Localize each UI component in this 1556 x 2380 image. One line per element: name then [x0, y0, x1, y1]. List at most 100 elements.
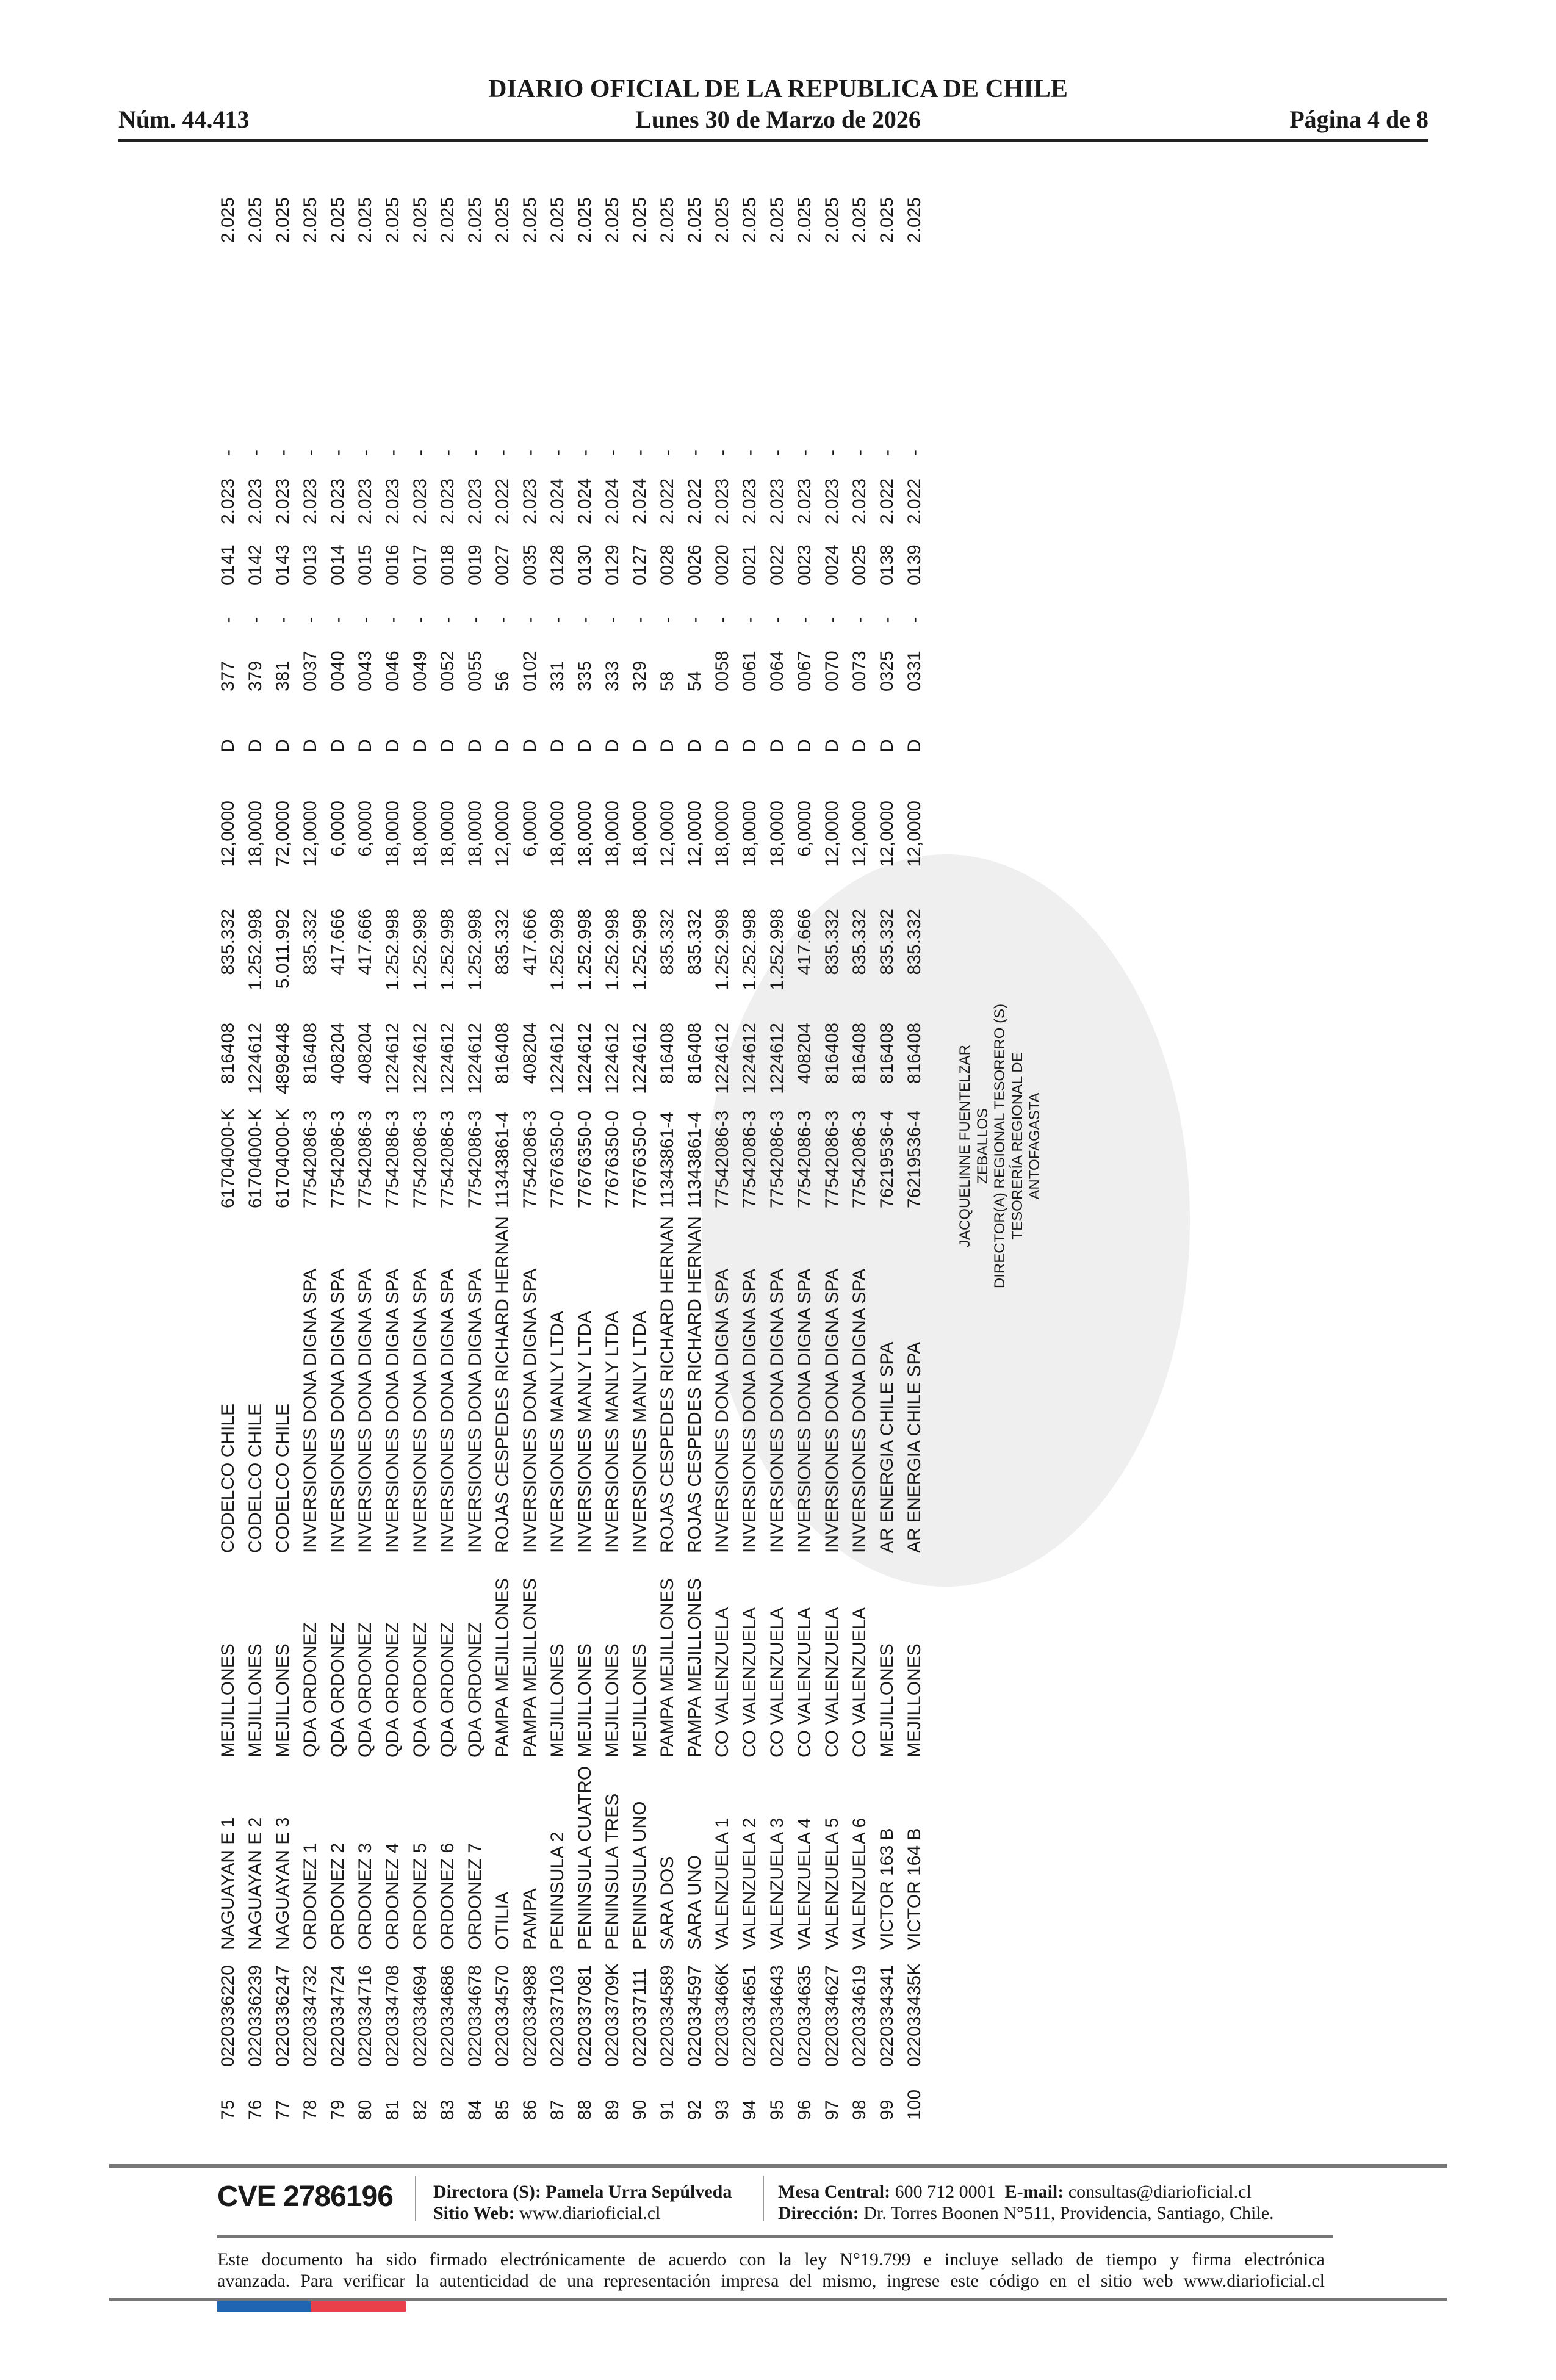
cell-value: 408204 [794, 1023, 815, 1084]
row-number: 77 [273, 2099, 293, 2120]
cell-company: INVERSIONES DONA DIGNA SPA [822, 1268, 842, 1553]
website-link[interactable]: www.diarioficial.cl [519, 2203, 661, 2223]
cell-amount: 1.252.998 [383, 909, 403, 990]
cell-quantity: 12,0000 [492, 801, 513, 867]
cell-year-payment: 2.025 [685, 197, 705, 243]
row-number: 79 [328, 2099, 348, 2120]
email-link[interactable]: consultas@diarioficial.cl [1068, 2182, 1252, 2202]
cell-amount: 1.252.998 [547, 909, 567, 990]
cell-year-payment: 2.025 [849, 197, 870, 243]
cell-ref: 381 [273, 660, 293, 691]
flag-stripe-blue [217, 2301, 311, 2312]
cell-name: ORDONEZ 4 [383, 1842, 403, 1950]
cell-number: 0014 [328, 544, 348, 585]
cell-code: 0220334619 [849, 1965, 870, 2067]
cell-name: PENINSULA TRES [602, 1793, 622, 1950]
cell-year: 2.023 [273, 478, 293, 524]
cell-value: 816408 [849, 1023, 870, 1084]
cell-dash: - [438, 617, 458, 623]
signature-line: ANTOFAGASTA [1026, 1092, 1043, 1200]
director-line: Directora (S): Pamela Urra Sepúlveda [433, 2182, 732, 2202]
cell-code: 0220334597 [685, 1965, 705, 2067]
issue-number: Núm. 44.413 [118, 106, 250, 133]
cell-year: 2.024 [547, 478, 567, 524]
cell-company: CODELCO CHILE [218, 1403, 238, 1553]
cell-type: D [410, 739, 430, 752]
cell-company: INVERSIONES DONA DIGNA SPA [465, 1268, 485, 1553]
cell-name: SARA UNO [685, 1855, 705, 1950]
signature-block: JACQUELINNE FUENTELZAR ZEBALLOS DIRECTOR… [957, 963, 1044, 1329]
flag-stripe-red [311, 2301, 406, 2312]
cell-code: 022033709K [602, 1963, 622, 2067]
cell-dash: - [630, 450, 650, 456]
cell-ref: 56 [492, 671, 513, 691]
cell-name: PAMPA [520, 1888, 540, 1950]
cell-ref: 329 [630, 660, 650, 691]
cell-year-payment: 2.025 [657, 197, 677, 243]
cell-value: 816408 [300, 1023, 320, 1084]
cell-number: 0141 [218, 544, 238, 585]
cell-quantity: 18,0000 [410, 801, 430, 867]
cell-number: 0129 [602, 544, 622, 585]
table-row: 75 0220336220 NAGUAYAN E 1 MEJILLONES CODELC… [214, 183, 242, 2124]
cell-company: INVERSIONES DONA DIGNA SPA [740, 1268, 760, 1553]
cell-type: D [877, 739, 897, 752]
cell-amount: 1.252.998 [575, 909, 595, 990]
cell-company: CODELCO CHILE [273, 1403, 293, 1553]
cell-location: PAMPA MEJILLONES [492, 1578, 513, 1758]
table-row: 82 0220334694 ORDONEZ 5 QDA ORDONEZ INVERSIO… [406, 183, 434, 2124]
cell-company: CODELCO CHILE [245, 1403, 265, 1553]
rotated-data-table: 75 0220336220 NAGUAYAN E 1 MEJILLONES CODELC… [214, 183, 1043, 2124]
cell-dash: - [794, 450, 815, 456]
cell-ref: 0067 [794, 651, 815, 691]
row-number: 81 [383, 2099, 403, 2120]
cell-year-payment: 2.025 [767, 197, 787, 243]
cell-type: D [657, 739, 677, 752]
cve-code: CVE 2786196 [217, 2180, 394, 2213]
cell-dash: - [355, 450, 375, 456]
row-number: 95 [767, 2099, 787, 2120]
cell-quantity: 6,0000 [355, 801, 375, 857]
cell-year-payment: 2.025 [630, 197, 650, 243]
cell-amount: 417.666 [328, 909, 348, 975]
cell-ref: 0331 [904, 651, 924, 691]
cell-type: D [602, 739, 622, 752]
cell-dash: - [383, 450, 403, 456]
cell-year: 2.023 [300, 478, 320, 524]
cell-year: 2.023 [328, 478, 348, 524]
cell-location: CO VALENZUELA [740, 1607, 760, 1758]
cell-amount: 1.252.998 [245, 909, 265, 990]
cell-number: 0130 [575, 544, 595, 585]
cell-amount: 835.332 [657, 909, 677, 975]
cell-name: PENINSULA 2 [547, 1831, 567, 1950]
cell-year-payment: 2.025 [383, 197, 403, 243]
cell-type: D [245, 739, 265, 752]
cell-amount: 835.332 [218, 909, 238, 975]
row-number: 87 [547, 2099, 567, 2120]
row-number: 80 [355, 2099, 375, 2120]
table-row: 78 0220334732 ORDONEZ 1 QDA ORDONEZ INVERSIO… [297, 183, 324, 2124]
cell-number: 0027 [492, 544, 513, 585]
row-number: 88 [575, 2099, 595, 2120]
cell-year: 2.022 [904, 478, 924, 524]
row-number: 76 [245, 2099, 265, 2120]
cell-dash: - [438, 450, 458, 456]
cell-dash: - [410, 617, 430, 623]
table-row: 97 0220334627 VALENZUELA 5 CO VALENZUELA INV… [818, 183, 846, 2124]
cell-location: MEJILLONES [273, 1643, 293, 1758]
cell-year: 2.022 [877, 478, 897, 524]
table-row: 91 0220334589 SARA DOS PAMPA MEJILLONES ROJA… [654, 183, 681, 2124]
cell-number: 0020 [712, 544, 732, 585]
cell-dash: - [767, 450, 787, 456]
cell-amount: 417.666 [794, 909, 815, 975]
table-row: 93 022033466K VALENZUELA 1 CO VALENZUELA INV… [708, 183, 736, 2124]
cell-dash: - [849, 450, 870, 456]
cell-quantity: 12,0000 [685, 801, 705, 867]
cell-amount: 1.252.998 [465, 909, 485, 990]
cell-ref: 0052 [438, 651, 458, 691]
cell-code: 0220334643 [767, 1965, 787, 2067]
cell-quantity: 6,0000 [328, 801, 348, 857]
row-number: 93 [712, 2099, 732, 2120]
row-number: 94 [740, 2099, 760, 2120]
cell-location: QDA ORDONEZ [438, 1622, 458, 1758]
